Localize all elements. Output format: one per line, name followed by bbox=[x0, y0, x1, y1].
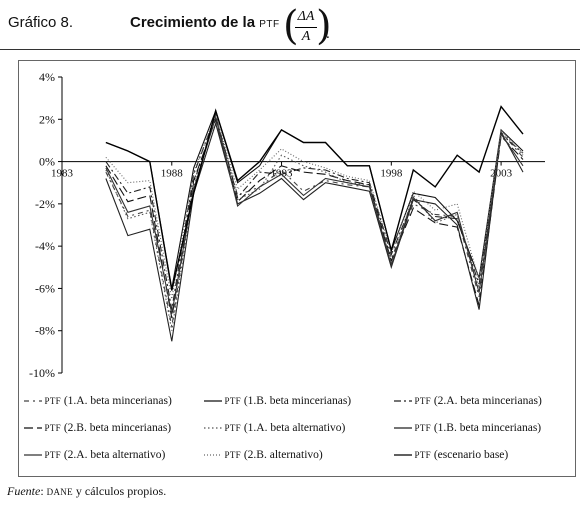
x-tick-label: 1998 bbox=[380, 168, 403, 180]
y-tick-label: 2% bbox=[39, 112, 55, 126]
source-abbrev: DANE bbox=[46, 487, 73, 497]
series-line-6 bbox=[105, 121, 524, 342]
formula-right-paren: ) bbox=[316, 3, 332, 49]
legend-item: PTF (2.A. beta mincerianas) bbox=[394, 395, 542, 407]
legend-label: PTF (escenario base) bbox=[412, 449, 509, 461]
y-tick-label: -8% bbox=[35, 324, 55, 338]
figure-label: Gráfico 8. bbox=[8, 14, 74, 31]
series-line-5 bbox=[105, 115, 524, 331]
legend-item: PTF (1.B. beta mincerianas) bbox=[394, 422, 541, 434]
title-formula: ( ΔA A ) bbox=[283, 3, 332, 49]
legend-label: PTF (2.A. beta alternativo) bbox=[42, 449, 166, 461]
legend-label: PTF (1.B. beta mincerianas) bbox=[222, 395, 352, 407]
legend-item: PTF (1.B. beta mincerianas) bbox=[204, 395, 351, 407]
y-tick-label: 4% bbox=[39, 70, 55, 84]
source-rest: y cálculos propios. bbox=[72, 484, 167, 498]
legend-swatch bbox=[24, 427, 42, 429]
legend-swatch bbox=[204, 400, 222, 402]
legend-label: PTF (2.A. beta mincerianas) bbox=[412, 395, 542, 407]
figure-title: Crecimiento de la PTF bbox=[130, 14, 280, 31]
legend-swatch bbox=[204, 427, 222, 429]
legend-item: PTF (2.B. alternativo) bbox=[204, 449, 323, 461]
x-tick-label: 1988 bbox=[161, 168, 184, 180]
series-line-9 bbox=[105, 105, 524, 291]
x-tick-label: 1983 bbox=[51, 168, 74, 180]
legend-item: PTF (1.A. beta mincerianas) bbox=[24, 395, 172, 407]
chart-frame bbox=[18, 60, 576, 477]
legend-swatch bbox=[24, 400, 42, 402]
legend-item: PTF (2.B. beta mincerianas) bbox=[24, 422, 171, 434]
series-line-4 bbox=[105, 117, 524, 319]
x-tick-label: 1993 bbox=[271, 168, 294, 180]
legend-swatch bbox=[204, 454, 222, 456]
y-tick-label: -4% bbox=[35, 239, 55, 253]
series-line-7 bbox=[105, 115, 524, 314]
legend-label: PTF (1.A. beta alternativo) bbox=[222, 422, 346, 434]
source-label: Fuente bbox=[7, 484, 41, 498]
formula-left-paren: ( bbox=[283, 3, 299, 49]
header-rule bbox=[0, 49, 580, 50]
source-sep: : bbox=[40, 484, 47, 498]
series-line-3 bbox=[105, 113, 524, 310]
y-tick-label: -10% bbox=[29, 366, 55, 380]
y-tick-label: -2% bbox=[35, 197, 55, 211]
legend-label: PTF (2.B. beta mincerianas) bbox=[42, 422, 172, 434]
formula-fraction-bar bbox=[295, 27, 317, 28]
title-text: Crecimiento de la bbox=[130, 14, 256, 31]
source-note: Fuente: DANE y cálculos propios. bbox=[7, 484, 166, 499]
legend-swatch bbox=[24, 454, 42, 456]
legend-swatch bbox=[394, 400, 412, 402]
legend-label: PTF (1.B. beta mincerianas) bbox=[412, 422, 542, 434]
legend-item: PTF (1.A. beta alternativo) bbox=[204, 422, 345, 434]
legend-swatch bbox=[394, 454, 412, 456]
formula-numerator: ΔA bbox=[297, 9, 315, 24]
legend-label: PTF (2.B. alternativo) bbox=[222, 449, 323, 461]
legend-swatch bbox=[394, 427, 412, 429]
y-tick-label: 0% bbox=[39, 155, 55, 169]
legend-item: PTF (escenario base) bbox=[394, 449, 508, 461]
formula-suffix: . bbox=[326, 26, 330, 42]
series-line-2 bbox=[105, 109, 524, 289]
y-tick-label: -6% bbox=[35, 281, 55, 295]
legend-item: PTF (2.A. beta alternativo) bbox=[24, 449, 165, 461]
formula-denominator: A bbox=[301, 29, 311, 44]
legend-label: PTF (1.A. beta mincerianas) bbox=[42, 395, 172, 407]
title-abbrev: PTF bbox=[259, 19, 280, 30]
figure-header: Gráfico 8. Crecimiento de la PTF ( ΔA A … bbox=[0, 6, 580, 46]
